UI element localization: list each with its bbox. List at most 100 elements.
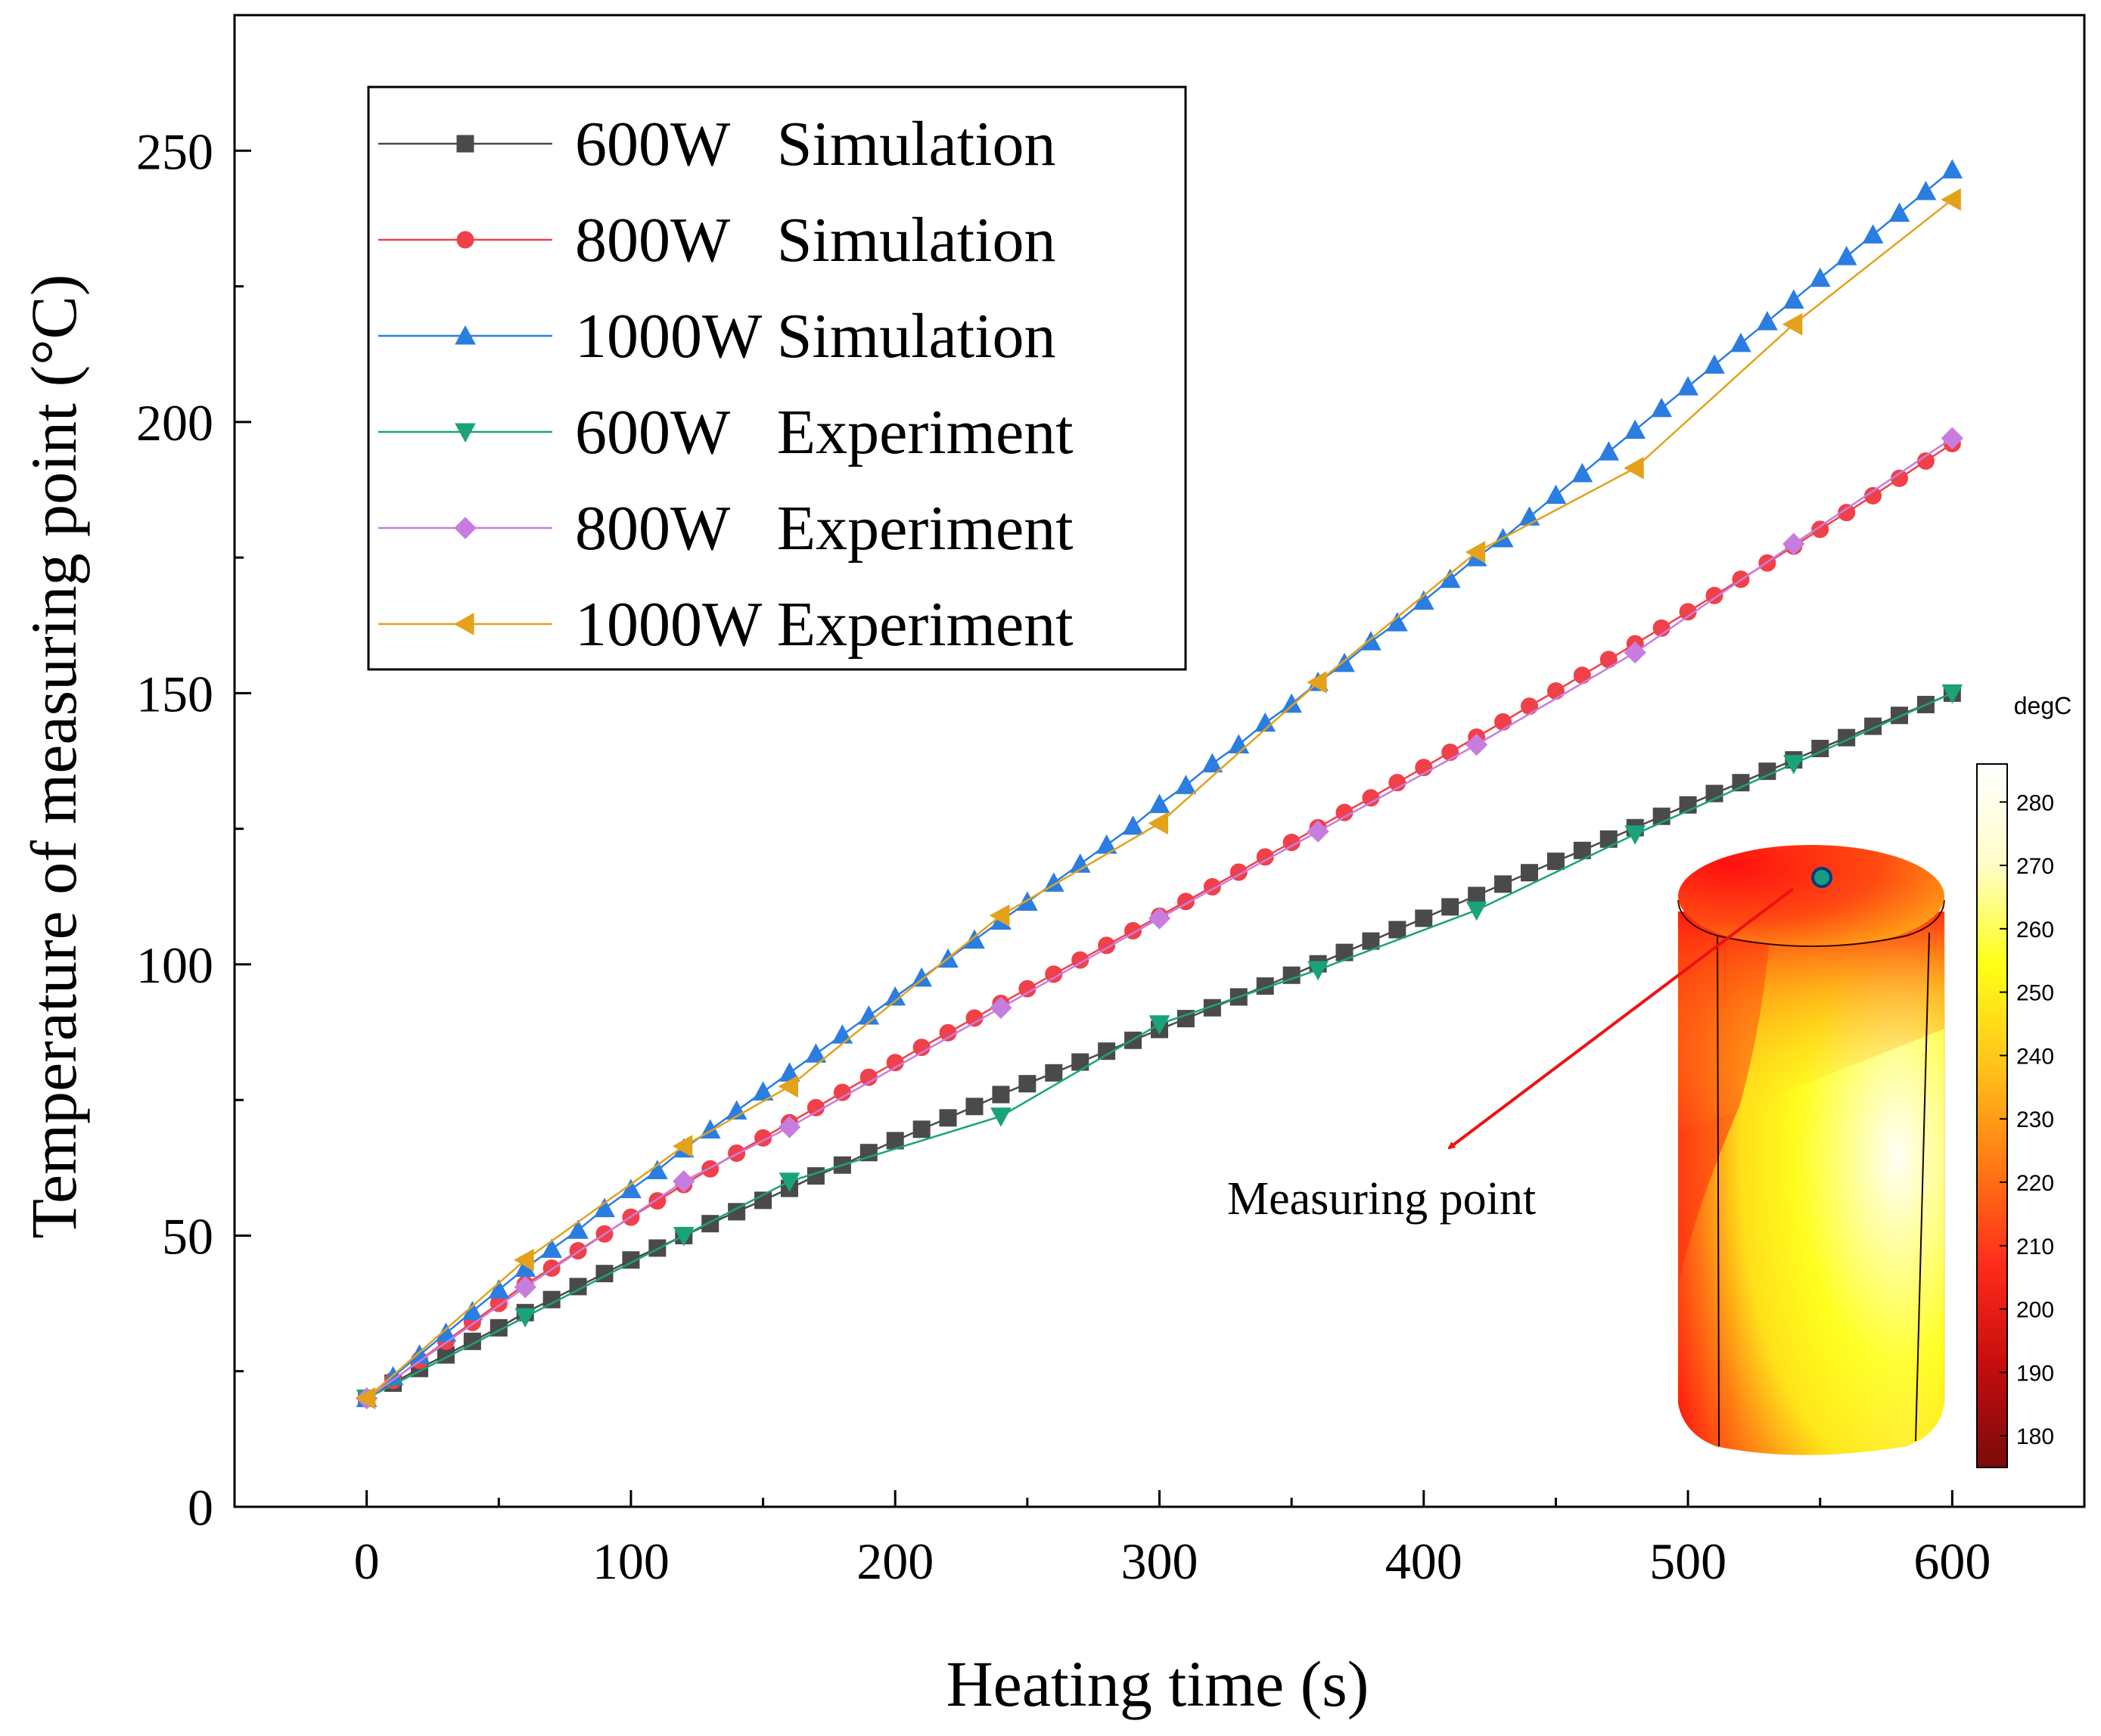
data-point xyxy=(1573,666,1591,685)
legend-entry: 800W Experiment xyxy=(378,493,1074,564)
legend-label: 1000W Experiment xyxy=(575,589,1074,660)
data-point xyxy=(1651,397,1672,418)
inset-thermal-model: Measuring point degC 180 190 200 210 220 230 2… xyxy=(1227,692,2071,1468)
cylinder-body-top-shade xyxy=(1678,911,1944,1135)
data-point xyxy=(1704,354,1725,374)
series-5 xyxy=(355,188,1961,1410)
colorbar-tick-label: 270 xyxy=(2016,854,2054,879)
data-point xyxy=(1148,812,1168,835)
x-tick-label: 100 xyxy=(592,1533,670,1590)
data-point xyxy=(992,1085,1010,1104)
cylinder-top-edge xyxy=(1677,899,1945,947)
data-point xyxy=(1546,682,1565,700)
series-3 xyxy=(356,684,1963,1409)
data-point xyxy=(1494,875,1512,893)
data-point xyxy=(778,1075,798,1098)
data-point xyxy=(1441,898,1459,916)
legend-marker xyxy=(453,613,474,635)
legend-label: 800W Experiment xyxy=(575,493,1074,564)
legend-label: 1000W Simulation xyxy=(575,301,1055,371)
colorbar-tick-label: 190 xyxy=(2016,1361,2054,1386)
legend-entry: 600W Simulation xyxy=(378,109,1055,179)
data-point xyxy=(1782,533,1805,555)
colorbar-tick-label: 260 xyxy=(2016,918,2054,943)
data-point xyxy=(964,929,985,949)
legend-label: 800W Simulation xyxy=(575,205,1055,275)
data-point xyxy=(1782,289,1804,309)
data-point xyxy=(462,1300,483,1321)
measuring-point-marker xyxy=(1811,867,1832,888)
legend-box xyxy=(367,85,1187,671)
data-point xyxy=(1307,820,1329,843)
data-point xyxy=(939,1109,957,1127)
axes: 0 100 200 300 400 500 600 0 50 100 150 200 250 xyxy=(136,123,1991,1590)
data-point xyxy=(779,1172,800,1192)
data-point xyxy=(514,1248,534,1272)
legend-marker xyxy=(455,423,476,443)
y-tick-label: 150 xyxy=(136,665,213,722)
data-point xyxy=(831,1024,853,1044)
legend-marker xyxy=(456,135,474,153)
data-point xyxy=(1148,793,1170,813)
x-axis-label: Heating time (s) xyxy=(946,1647,1369,1720)
data-point xyxy=(1201,753,1223,773)
data-point xyxy=(1307,671,1327,694)
data-point xyxy=(1782,755,1804,775)
legend-label: 600W Experiment xyxy=(575,397,1074,467)
data-point xyxy=(1624,419,1646,439)
data-point xyxy=(858,1005,880,1025)
data-point xyxy=(728,1144,746,1162)
y-tick-label: 50 xyxy=(162,1207,213,1265)
data-point xyxy=(1838,504,1856,522)
colorbar-ticks: 180 190 200 210 220 230 240 250 260 270 280 xyxy=(2000,790,2054,1449)
data-point xyxy=(1362,789,1380,807)
data-point xyxy=(965,1098,984,1116)
data-point xyxy=(1175,775,1197,794)
data-point xyxy=(1941,427,1964,450)
data-point xyxy=(673,1170,695,1193)
data-point xyxy=(1388,921,1406,939)
data-point xyxy=(778,1116,801,1138)
data-point xyxy=(965,1009,984,1027)
data-point xyxy=(1071,951,1089,969)
data-point xyxy=(1545,484,1567,505)
data-point xyxy=(1915,181,1937,200)
colorbar-tick-label: 220 xyxy=(2016,1171,2054,1196)
data-point xyxy=(355,1387,376,1410)
data-point xyxy=(1465,733,1488,756)
data-point xyxy=(1494,713,1512,731)
colorbar-tick-label: 280 xyxy=(2016,790,2054,815)
data-point xyxy=(1518,506,1540,526)
colorbar xyxy=(1976,763,2008,1468)
data-point xyxy=(1624,641,1646,664)
data-point xyxy=(701,1160,719,1178)
data-point xyxy=(989,904,1010,927)
data-point xyxy=(1069,853,1091,873)
colorbar-tick-label: 210 xyxy=(2016,1234,2054,1259)
data-point xyxy=(1256,848,1274,866)
x-tick-label: 500 xyxy=(1649,1533,1726,1590)
data-point xyxy=(911,967,932,987)
data-point xyxy=(805,1043,827,1063)
data-point xyxy=(514,1275,536,1299)
data-point xyxy=(726,1100,747,1120)
x-tick-label: 300 xyxy=(1121,1533,1198,1590)
data-point xyxy=(1415,909,1433,927)
data-point xyxy=(1148,907,1171,930)
data-point xyxy=(1679,603,1697,621)
data-point xyxy=(1228,734,1250,753)
data-point xyxy=(1098,1042,1116,1061)
data-point xyxy=(1465,901,1487,921)
series-layer xyxy=(355,159,1964,1410)
colorbar-tick-label: 240 xyxy=(2016,1044,2054,1069)
measuring-point-arrow xyxy=(1447,887,1795,1150)
legend-entry: 1000W Simulation xyxy=(378,301,1055,371)
data-point xyxy=(514,1308,536,1328)
data-point xyxy=(1360,631,1382,651)
data-point xyxy=(1941,188,1961,211)
data-point xyxy=(1941,159,1963,179)
legend-entry: 600W Experiment xyxy=(378,397,1074,467)
data-point xyxy=(1335,803,1354,821)
data-point xyxy=(1891,707,1908,725)
data-point xyxy=(1809,267,1831,287)
